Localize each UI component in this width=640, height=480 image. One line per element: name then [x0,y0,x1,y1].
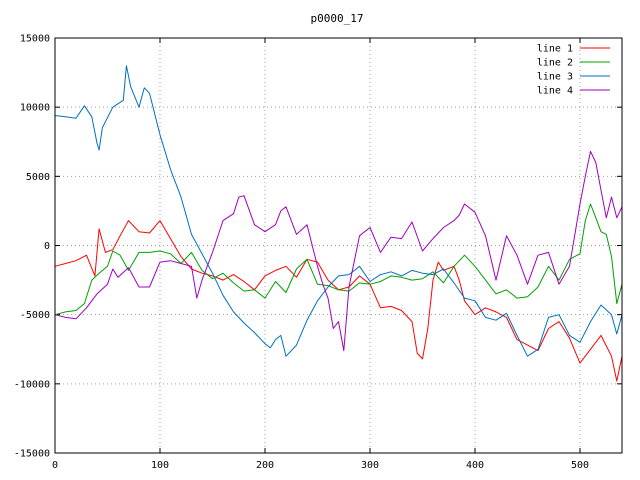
legend-label-2: line 2 [537,58,573,69]
y-tick-label: -5000 [20,310,50,321]
x-tick-label: 200 [256,460,274,471]
series-line-3 [54,65,623,357]
y-tick-label: 5000 [26,172,50,183]
y-tick-label: -10000 [14,379,50,390]
x-tick-label: 300 [361,460,379,471]
x-tick-label: 0 [52,460,58,471]
y-tick-label: 0 [44,241,50,252]
chart-title: p0000_17 [311,12,364,25]
series-lines [54,65,623,382]
x-tick-label: 100 [151,460,169,471]
y-tick-label: 10000 [20,103,50,114]
series-line-1 [54,220,623,382]
legend-label-1: line 1 [537,44,573,55]
legend-label-4: line 4 [537,86,573,97]
x-tick-label: 400 [466,460,484,471]
grid [55,38,622,453]
legend-label-3: line 3 [537,72,573,83]
y-tick-label: -15000 [14,449,50,460]
plot-frame [54,37,623,454]
legend: line 1 line 2 line 3 line 4 [537,44,610,97]
axis-ticks: -15000 -10000 -5000 0 5000 10000 15000 0 100 200 3… [14,34,622,471]
y-tick-label: 15000 [20,34,50,45]
series-line-4 [54,150,623,352]
x-tick-label: 500 [571,460,589,471]
